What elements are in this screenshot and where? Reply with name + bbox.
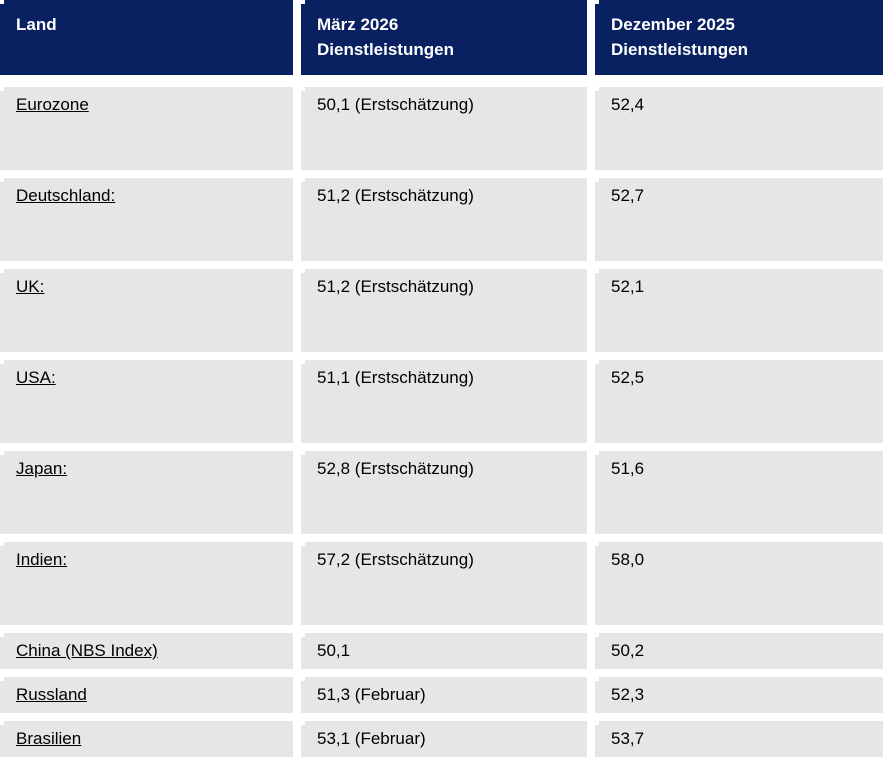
country-link-japan[interactable]: Japan: [16,459,68,478]
country-link-indien[interactable]: Indien: [16,550,68,569]
table-row-china: China (NBS Index) 50,1 50,2 [0,633,883,669]
cell-maerz-value: 51,2 (Erstschätzung) [301,178,587,261]
header-cell-dezember-2025: Dezember 2025 Dienstleistungen [595,0,883,75]
table-row-brasilien: Brasilien 53,1 (Februar) 53,7 [0,721,883,757]
cell-dezember-value: 52,1 [595,269,883,352]
cell-maerz-value: 51,3 (Februar) [301,677,587,713]
cell-maerz-value: 57,2 (Erstschätzung) [301,542,587,625]
cell-dezember-value: 52,4 [595,87,883,170]
country-link-deutschland[interactable]: Deutschland: [16,186,116,205]
cell-land: UK: [0,269,293,352]
table-row-indien: Indien: 57,2 (Erstschätzung) 58,0 [0,542,883,625]
cell-maerz-value: 51,1 (Erstschätzung) [301,360,587,443]
table-row-japan: Japan: 52,8 (Erstschätzung) 51,6 [0,451,883,534]
header-dezember-line2: Dienstleistungen [611,40,748,59]
cell-dezember-value: 51,6 [595,451,883,534]
cell-dezember-value: 52,5 [595,360,883,443]
cell-maerz-value: 52,8 (Erstschätzung) [301,451,587,534]
cell-dezember-value: 50,2 [595,633,883,669]
header-maerz-line1: März 2026 [317,15,399,34]
header-land-line1: Land [16,15,57,34]
country-link-china[interactable]: China (NBS Index) [16,641,158,660]
cell-dezember-value: 58,0 [595,542,883,625]
cell-dezember-value: 52,7 [595,178,883,261]
header-cell-maerz-2026: März 2026 Dienstleistungen [301,0,587,75]
cell-dezember-value: 53,7 [595,721,883,757]
header-maerz-line2: Dienstleistungen [317,40,454,59]
header-dezember-line1: Dezember 2025 [611,15,735,34]
cell-maerz-value: 50,1 [301,633,587,669]
country-link-eurozone[interactable]: Eurozone [16,95,89,114]
table-row-uk: UK: 51,2 (Erstschätzung) 52,1 [0,269,883,352]
cell-maerz-value: 50,1 (Erstschätzung) [301,87,587,170]
cell-land: China (NBS Index) [0,633,293,669]
header-cell-land: Land [0,0,293,75]
table-row-deutschland: Deutschland: 51,2 (Erstschätzung) 52,7 [0,178,883,261]
cell-land: Deutschland: [0,178,293,261]
cell-dezember-value: 52,3 [595,677,883,713]
table-header-row: Land März 2026 Dienstleistungen Dezember… [0,0,883,75]
table-row-russland: Russland 51,3 (Februar) 52,3 [0,677,883,713]
country-link-usa[interactable]: USA: [16,368,56,387]
table-row-eurozone: Eurozone 50,1 (Erstschätzung) 52,4 [0,87,883,170]
cell-maerz-value: 51,2 (Erstschätzung) [301,269,587,352]
cell-land: Indien: [0,542,293,625]
country-link-uk[interactable]: UK: [16,277,45,296]
cell-land: Japan: [0,451,293,534]
country-link-brasilien[interactable]: Brasilien [16,729,82,748]
country-link-russland[interactable]: Russland [16,685,87,704]
cell-land: Eurozone [0,87,293,170]
cell-land: USA: [0,360,293,443]
cell-land: Russland [0,677,293,713]
cell-maerz-value: 53,1 (Februar) [301,721,587,757]
table-row-usa: USA: 51,1 (Erstschätzung) 52,5 [0,360,883,443]
cell-land: Brasilien [0,721,293,757]
